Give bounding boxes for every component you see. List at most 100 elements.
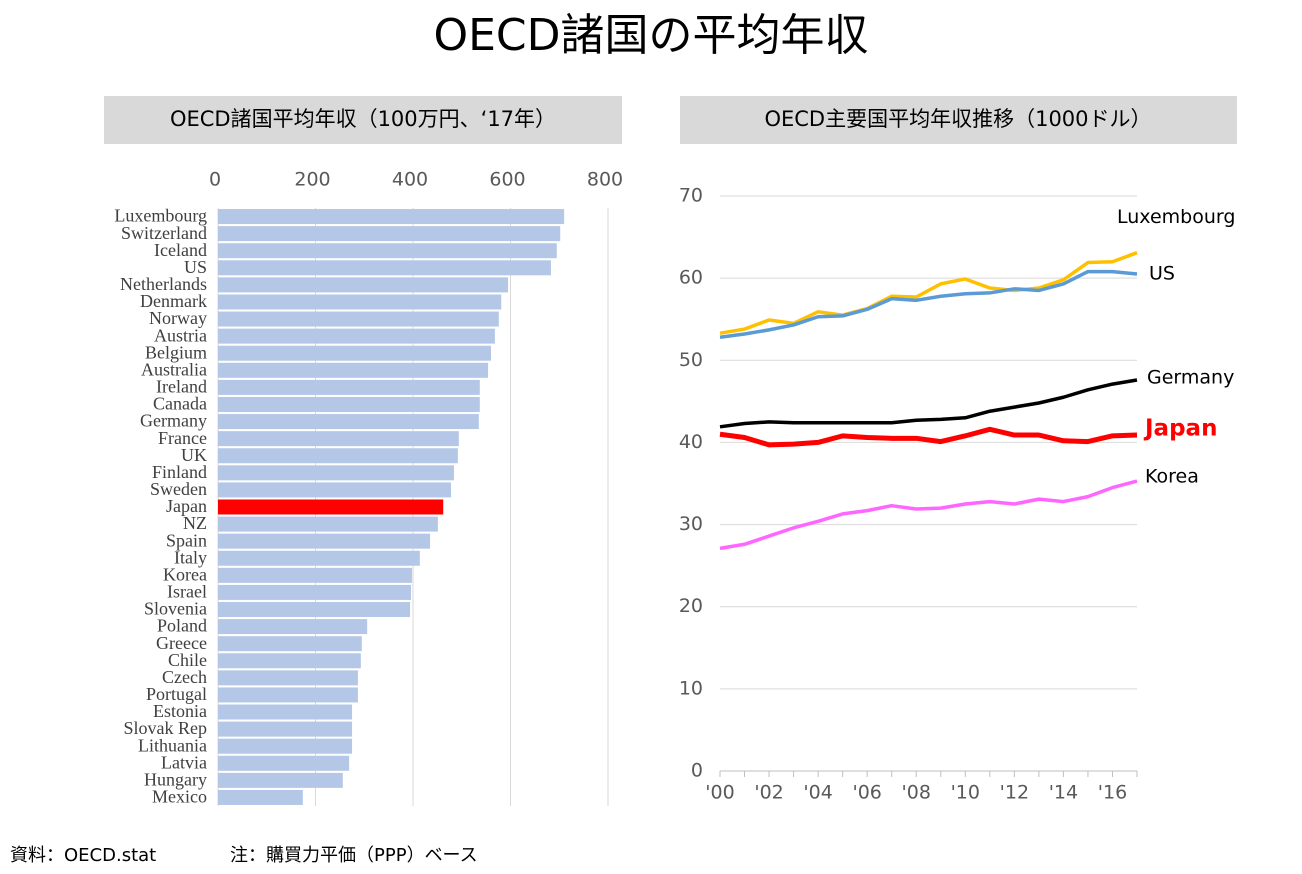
- x-tick-label: '08: [902, 782, 931, 804]
- x-tick-label: 600: [489, 169, 525, 191]
- line-series: [719, 426, 1138, 448]
- y-tick-label: Netherlands: [120, 274, 207, 294]
- source: 資料：OECD.stat: [10, 845, 156, 866]
- y-tick-label: Mexico: [152, 787, 207, 807]
- y-tick-label: 0: [691, 760, 703, 782]
- y-tick-label: Portugal: [146, 684, 207, 704]
- bar: [218, 379, 480, 395]
- y-tick-label: Finland: [152, 462, 207, 482]
- y-tick-label: Greece: [156, 633, 207, 653]
- y-tick-label: Canada: [153, 394, 207, 414]
- bar: [218, 277, 509, 293]
- bar: [218, 465, 454, 481]
- bar: [218, 311, 499, 327]
- y-tick-label: Hungary: [144, 769, 207, 789]
- bar: [218, 362, 489, 378]
- series-label: Japan: [1143, 416, 1217, 442]
- y-tick-label: US: [184, 257, 207, 277]
- bar: [218, 499, 444, 515]
- y-tick-label: 50: [679, 349, 703, 371]
- y-tick-label: Estonia: [153, 701, 207, 721]
- y-tick-label: Norway: [149, 308, 207, 328]
- y-tick-label: NZ: [183, 513, 207, 533]
- y-tick-label: Lithuania: [138, 735, 207, 755]
- x-tick-label: 200: [294, 169, 330, 191]
- bar: [218, 653, 361, 669]
- y-tick-label: Denmark: [140, 291, 207, 311]
- bar: [218, 448, 458, 464]
- line-series: [719, 479, 1138, 551]
- y-tick-label: Spain: [166, 530, 207, 550]
- bar: [218, 602, 411, 618]
- bar: [218, 772, 343, 788]
- y-tick-label: 60: [679, 267, 703, 289]
- x-tick-label: '14: [1049, 782, 1078, 804]
- bar: [218, 550, 420, 566]
- line-series: [719, 251, 1138, 335]
- bar: [218, 396, 480, 412]
- x-tick-label: '00: [705, 782, 734, 804]
- series-label: Luxembourg: [1117, 206, 1235, 228]
- bar: [218, 533, 431, 549]
- y-tick-label: Sweden: [150, 479, 207, 499]
- y-tick-label: Austria: [154, 325, 207, 345]
- y-tick-label: Ireland: [156, 377, 207, 397]
- bar: [218, 789, 303, 805]
- y-tick-label: Latvia: [161, 752, 207, 772]
- y-tick-label: Japan: [166, 496, 207, 516]
- bar: [218, 294, 502, 310]
- bar: [218, 243, 557, 259]
- bar: [218, 687, 358, 703]
- series-label: Korea: [1145, 466, 1199, 488]
- bar: [218, 431, 459, 447]
- note: 注：購買力平価（PPP）ベース: [230, 845, 478, 866]
- page-title: OECD諸国の平均年収: [433, 10, 868, 61]
- right-chart-title: OECD主要国平均年収推移（1000ドル）: [764, 107, 1151, 131]
- x-tick-label: '02: [754, 782, 783, 804]
- y-tick-label: Korea: [163, 564, 207, 584]
- y-tick-label: Australia: [141, 359, 207, 379]
- y-tick-label: Slovak Rep: [124, 718, 208, 738]
- bar: [218, 738, 353, 754]
- x-tick-label: 0: [209, 169, 221, 191]
- x-tick-label: '06: [852, 782, 881, 804]
- y-tick-label: Italy: [174, 547, 207, 567]
- y-tick-label: UK: [181, 445, 207, 465]
- x-tick-label: '04: [803, 782, 832, 804]
- x-tick-label: '16: [1098, 782, 1127, 804]
- left-chart-title: OECD諸国平均年収（100万円、‘17年）: [170, 107, 556, 131]
- y-tick-label: Belgium: [145, 342, 207, 362]
- bar: [218, 260, 551, 276]
- line-series: [719, 378, 1138, 429]
- bar: [218, 328, 495, 344]
- y-tick-label: 30: [679, 513, 703, 535]
- x-tick-label: 400: [392, 169, 428, 191]
- bar: [218, 414, 479, 430]
- y-tick-label: Chile: [168, 650, 207, 670]
- bar: [218, 704, 353, 720]
- bar: [218, 670, 358, 686]
- bar: [218, 226, 561, 242]
- bar: [218, 209, 565, 225]
- y-tick-label: France: [158, 428, 207, 448]
- y-tick-label: Poland: [157, 616, 207, 636]
- left-header: [104, 96, 622, 144]
- bar: [218, 755, 350, 771]
- right-header: [680, 96, 1237, 144]
- y-tick-label: Switzerland: [121, 223, 207, 243]
- y-tick-label: Slovenia: [144, 599, 207, 619]
- bar: [218, 636, 362, 652]
- x-tick-label: '12: [1000, 782, 1029, 804]
- y-tick-label: Iceland: [154, 240, 207, 260]
- y-tick-label: Luxembourg: [114, 206, 207, 226]
- y-tick-label: 20: [679, 595, 703, 617]
- y-tick-label: 70: [679, 185, 703, 207]
- bar: [218, 482, 452, 498]
- bar: [218, 721, 353, 737]
- line-series: [719, 269, 1138, 340]
- bar: [218, 516, 438, 532]
- series-label: Germany: [1147, 367, 1234, 389]
- bar: [218, 567, 413, 583]
